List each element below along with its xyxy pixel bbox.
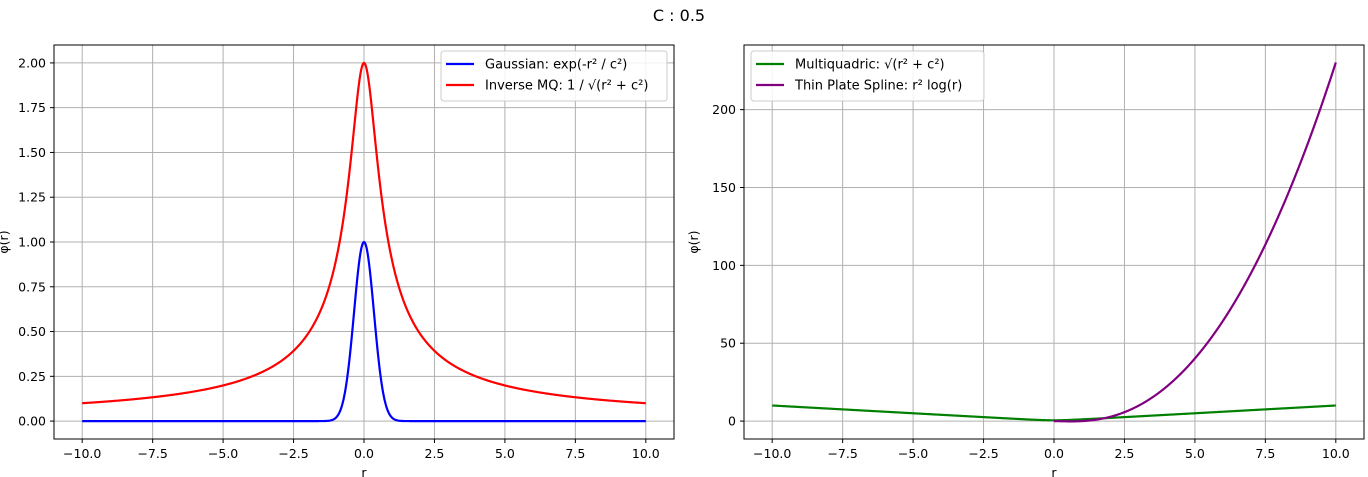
x-tick-label: 5.0 xyxy=(495,446,515,461)
x-tick-label: −2.5 xyxy=(278,446,308,461)
legend-label-gaussian: Gaussian: exp(-r² / c²) xyxy=(485,58,627,73)
y-tick-label: 100 xyxy=(712,258,736,273)
legend: Gaussian: exp(-r² / c²) Inverse MQ: 1 / √… xyxy=(440,50,668,102)
x-tick-label: −5.0 xyxy=(898,446,928,461)
x-tick-label: 2.5 xyxy=(1115,446,1135,461)
x-tick-label: −2.5 xyxy=(968,446,998,461)
y-tick-label: 0.25 xyxy=(18,369,46,384)
y-tick-label: 1.25 xyxy=(18,190,46,205)
x-tick-label: −7.5 xyxy=(137,446,167,461)
x-axis-label: r xyxy=(361,465,367,477)
series-line-gaussian xyxy=(82,240,646,423)
legend-label-thin_plate_spline: Thin Plate Spline: r² log(r) xyxy=(794,79,962,94)
y-tick-label: 0 xyxy=(728,414,736,429)
x-axis-label: r xyxy=(1051,465,1057,477)
y-tick-label: 1.00 xyxy=(18,235,46,250)
series-line-inverse_mq xyxy=(82,61,646,405)
y-tick-label: 1.75 xyxy=(18,100,46,115)
x-tick-label: −5.0 xyxy=(208,446,238,461)
y-tick-label: 1.50 xyxy=(18,145,46,160)
y-axis-label: φ(r) xyxy=(686,230,701,253)
x-tick-label: 2.5 xyxy=(425,446,445,461)
legend-label-multiquadric: Multiquadric: √(r² + c²) xyxy=(795,58,945,73)
x-tick-label: −10.0 xyxy=(753,446,791,461)
y-axis-label: φ(r) xyxy=(0,230,11,253)
x-tick-label: 10.0 xyxy=(632,446,660,461)
y-tick-label: 2.00 xyxy=(18,55,46,70)
x-tick-label: 5.0 xyxy=(1185,446,1205,461)
chart-right-radial-basis: −10.0 −7.5 −5.0 −2.5 0.0 2.5 5.0 7.5 10.0 0 50 100 1… xyxy=(686,44,1365,477)
legend-box xyxy=(750,50,985,102)
legend-label-inverse_mq: Inverse MQ: 1 / √(r² + c²) xyxy=(485,79,648,94)
y-tick-label: 0.50 xyxy=(18,324,46,339)
figure-suptitle: C : 0.5 xyxy=(653,6,705,25)
x-tick-label: 10.0 xyxy=(1322,446,1350,461)
legend-box xyxy=(440,50,668,102)
y-tick-label: 150 xyxy=(712,180,736,195)
series-line-thin_plate_spline xyxy=(1054,62,1337,423)
x-tick-label: −10.0 xyxy=(63,446,101,461)
x-tick-label: −7.5 xyxy=(827,446,857,461)
legend: Multiquadric: √(r² + c²) Thin Plate Splin… xyxy=(750,50,985,102)
x-tick-label: 0.0 xyxy=(1044,446,1064,461)
x-tick-label: 0.0 xyxy=(354,446,374,461)
x-tick-label: 7.5 xyxy=(565,446,585,461)
y-tick-label: 50 xyxy=(720,336,736,351)
x-tick-label: 7.5 xyxy=(1255,446,1275,461)
y-tick-label: 0.75 xyxy=(18,279,46,294)
chart-left-radial-basis: −10.0 −7.5 −5.0 −2.5 0.0 2.5 5.0 7.5 10.0 0.00 0.2… xyxy=(0,44,675,477)
y-tick-label: 0.00 xyxy=(18,414,46,429)
y-tick-label: 200 xyxy=(712,102,736,117)
